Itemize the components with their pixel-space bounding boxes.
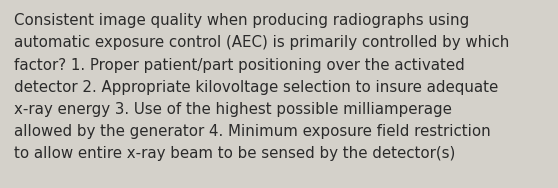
Text: detector 2. Appropriate kilovoltage selection to insure adequate: detector 2. Appropriate kilovoltage sele…: [14, 80, 498, 95]
Text: to allow entire x-ray beam to be sensed by the detector(s): to allow entire x-ray beam to be sensed …: [14, 146, 455, 161]
Text: automatic exposure control (AEC) is primarily controlled by which: automatic exposure control (AEC) is prim…: [14, 35, 509, 50]
Text: factor? 1. Proper patient/part positioning over the activated: factor? 1. Proper patient/part positioni…: [14, 58, 465, 73]
Text: x-ray energy 3. Use of the highest possible milliamperage: x-ray energy 3. Use of the highest possi…: [14, 102, 452, 117]
Text: Consistent image quality when producing radiographs using: Consistent image quality when producing …: [14, 13, 469, 28]
Text: allowed by the generator 4. Minimum exposure field restriction: allowed by the generator 4. Minimum expo…: [14, 124, 490, 139]
